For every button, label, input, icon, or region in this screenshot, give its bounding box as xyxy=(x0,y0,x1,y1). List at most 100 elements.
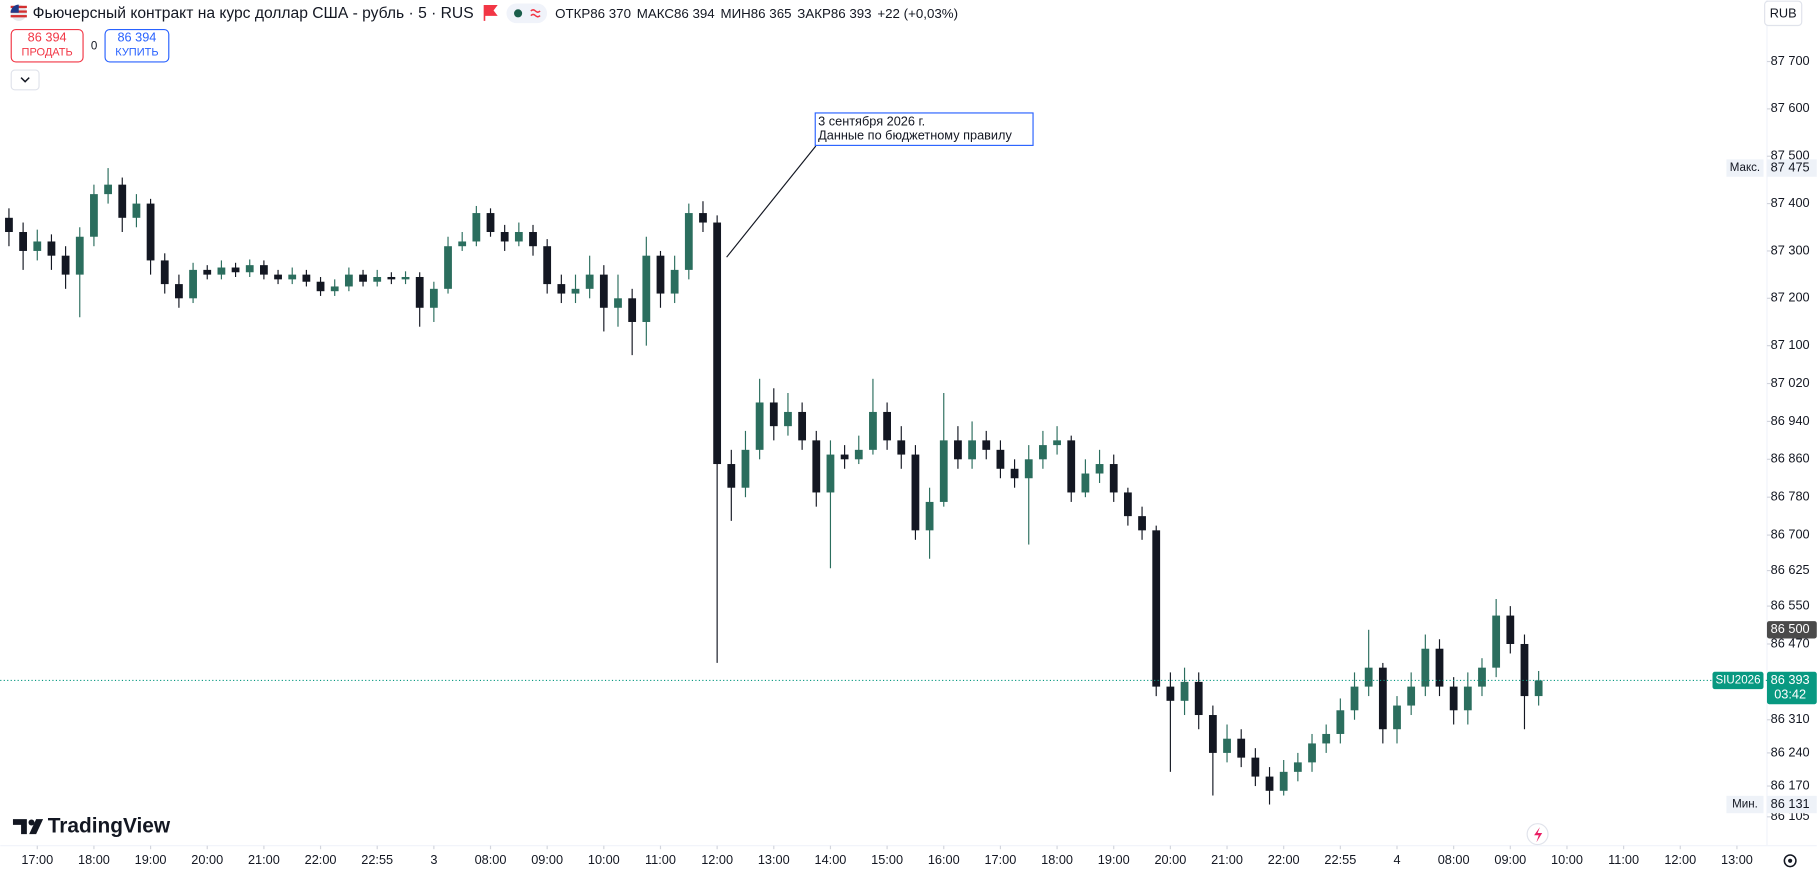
candle-body xyxy=(1152,530,1161,687)
y-tick-label: 86 310 xyxy=(1771,711,1810,726)
y-tick-label: 87 400 xyxy=(1771,195,1810,210)
max-name: Макс. xyxy=(1730,162,1760,174)
x-tick-label: 21:00 xyxy=(248,852,280,867)
annotation-box[interactable] xyxy=(814,112,1034,146)
last-name-box xyxy=(1712,671,1764,690)
flag-icon[interactable] xyxy=(483,4,498,21)
candle-body xyxy=(33,241,42,251)
chevron-icon xyxy=(20,77,30,83)
x-tick-label: 3 xyxy=(430,852,437,867)
candle-body xyxy=(925,501,934,531)
min-price: 86 131 xyxy=(1771,796,1810,811)
candle-body xyxy=(741,449,750,488)
candle-body xyxy=(146,203,155,261)
candle-body xyxy=(996,449,1005,469)
last-price: 86 393 xyxy=(1771,672,1810,687)
candle-body xyxy=(954,440,962,460)
candle-body xyxy=(883,411,891,441)
open-value: 86 370 xyxy=(590,5,631,20)
candle-body xyxy=(557,284,566,294)
candle-body xyxy=(656,255,665,294)
candle-body xyxy=(458,241,467,247)
y-tick-label: 87 700 xyxy=(1771,53,1810,68)
candle-body xyxy=(543,246,552,285)
open-label: ОТКР xyxy=(555,5,590,20)
y-tick-label: 86 170 xyxy=(1771,777,1810,792)
y-tick-label: 87 300 xyxy=(1771,242,1810,257)
candle-body xyxy=(61,255,70,275)
candle-body xyxy=(529,232,537,247)
y-tick-label: 86 700 xyxy=(1771,526,1810,541)
x-tick-label: 20:00 xyxy=(191,852,223,867)
candle-body xyxy=(1350,686,1359,711)
x-tick-label: 10:00 xyxy=(588,852,620,867)
candle-body xyxy=(585,274,594,289)
countdown: 03:42 xyxy=(1774,686,1806,701)
x-tick-label: 21:00 xyxy=(1211,852,1243,867)
status-pill[interactable] xyxy=(506,3,548,24)
crosshair-price-box xyxy=(1766,621,1817,639)
x-tick-label: 12:00 xyxy=(701,852,733,867)
last-name: SIU2026 xyxy=(1715,675,1760,687)
candle-body xyxy=(160,260,169,285)
max-price-box xyxy=(1766,159,1817,177)
y-tick-label: 87 200 xyxy=(1771,290,1810,305)
y-tick-label: 86 940 xyxy=(1771,413,1810,428)
candle-body xyxy=(755,402,764,450)
x-tick-label: 22:55 xyxy=(361,852,393,867)
x-tick-label: 22:00 xyxy=(1268,852,1300,867)
candle-body xyxy=(1435,648,1444,687)
candle-body xyxy=(444,246,452,289)
candle-body xyxy=(1180,681,1189,701)
ohlc-legend: ОТКР86 370 МАКС86 394 МИН86 365 ЗАКР86 393 +… xyxy=(555,5,958,20)
sell-button[interactable] xyxy=(10,28,84,63)
candle-body xyxy=(245,265,254,273)
candle-body xyxy=(1010,468,1019,479)
candle-body xyxy=(897,440,906,455)
candle-body xyxy=(231,267,240,273)
settings-icon[interactable] xyxy=(1783,854,1797,868)
candle-body xyxy=(1293,762,1302,772)
candle-body xyxy=(1237,738,1246,758)
candle-body xyxy=(1520,643,1529,697)
collapse-button[interactable] xyxy=(10,69,40,91)
symbol-title[interactable]: Фьючерсный контракт на курс доллар США -… xyxy=(33,5,474,22)
candle-body xyxy=(1208,715,1217,753)
candle-body xyxy=(1492,615,1501,668)
candle-body xyxy=(968,440,976,460)
x-tick-label: 16:00 xyxy=(928,852,960,867)
x-tick-label: 13:00 xyxy=(1721,852,1753,867)
candle-body xyxy=(826,454,835,493)
candle-body xyxy=(911,454,920,531)
candle-body xyxy=(670,269,679,294)
y-tick-label: 86 860 xyxy=(1771,451,1810,466)
logo-icon xyxy=(12,819,44,835)
symbol-icon xyxy=(10,4,27,21)
candle-body xyxy=(571,288,580,294)
annotation-date: 3 сентября 2026 г. xyxy=(818,114,925,129)
buy-button[interactable] xyxy=(104,28,170,63)
buy-label: КУПИТЬ xyxy=(115,47,158,59)
candle-body xyxy=(599,274,608,308)
candle-body xyxy=(614,298,622,308)
currency: RUB xyxy=(1770,5,1797,20)
candle-body xyxy=(387,276,396,280)
x-tick-label: 18:00 xyxy=(1041,852,1073,867)
x-tick-label: 20:00 xyxy=(1154,852,1186,867)
x-tick-label: 09:00 xyxy=(1494,852,1526,867)
candle-body xyxy=(189,269,197,299)
candle-body xyxy=(401,276,410,280)
candle-body xyxy=(1265,776,1274,791)
currency-button[interactable] xyxy=(1764,0,1803,27)
x-tick-label: 4 xyxy=(1393,852,1400,867)
candle-body xyxy=(288,274,297,280)
spread: 0 xyxy=(91,40,97,52)
x-tick-label: 22:55 xyxy=(1324,852,1356,867)
candle-body xyxy=(1223,738,1231,753)
x-tick-label: 08:00 xyxy=(475,852,507,867)
candle-body xyxy=(1421,648,1430,687)
candle-body xyxy=(330,286,339,292)
annotation-text: Данные по бюджетному правилу xyxy=(818,127,1012,142)
